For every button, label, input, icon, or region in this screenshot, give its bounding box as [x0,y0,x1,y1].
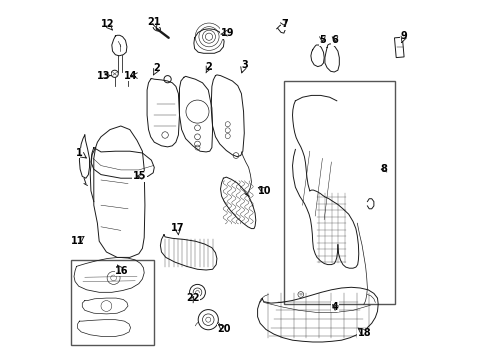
Text: 13: 13 [97,71,111,81]
Text: 9: 9 [401,31,408,41]
Text: 7: 7 [281,19,288,30]
Text: 19: 19 [221,28,235,38]
Text: 10: 10 [258,186,271,196]
Text: 8: 8 [380,164,387,174]
Text: 14: 14 [124,71,138,81]
Text: 20: 20 [218,324,231,334]
Bar [72,260,153,345]
Text: 1: 1 [76,148,83,158]
Text: 6: 6 [332,35,339,45]
Text: 21: 21 [147,17,161,27]
Text: 2: 2 [153,63,160,73]
Text: 15: 15 [133,171,147,181]
Text: 12: 12 [101,19,114,30]
Bar [394,37,404,58]
Text: 11: 11 [71,236,84,246]
Text: 5: 5 [319,35,326,45]
Text: 16: 16 [115,266,129,276]
Text: 4: 4 [332,302,339,312]
Text: 22: 22 [186,293,199,303]
Text: 17: 17 [171,222,184,233]
Text: 2: 2 [206,62,212,72]
Bar [284,81,395,304]
Text: 18: 18 [358,328,371,338]
Text: 3: 3 [241,60,247,70]
